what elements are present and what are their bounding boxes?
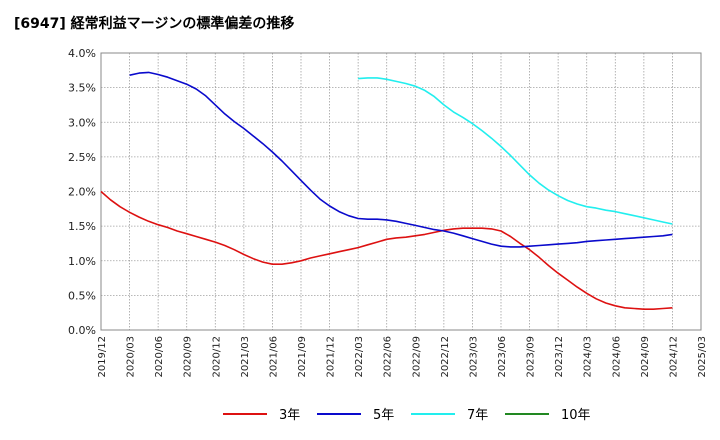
x-tick-label: 2022/06 xyxy=(383,336,394,378)
legend-swatch xyxy=(411,412,455,415)
y-tick-label: 2.5% xyxy=(68,151,96,164)
y-tick-labels: 0.0% 0.5% 1.0% 1.5% 2.0% 2.5% 3.0% 3.5% 4.0% xyxy=(68,47,96,337)
x-tick-label: 2024/09 xyxy=(640,336,651,378)
x-tick-label: 2023/03 xyxy=(468,336,479,378)
x-tick-label: 2025/03 xyxy=(697,336,708,378)
x-tick-label: 2022/03 xyxy=(354,336,365,378)
x-tick-label: 2024/06 xyxy=(611,336,622,378)
series-lines xyxy=(100,71,673,310)
y-tick-label: 0.0% xyxy=(68,324,96,337)
x-tick-label: 2023/06 xyxy=(497,336,508,378)
y-tick-label: 3.0% xyxy=(68,116,96,129)
x-tick-label: 2021/06 xyxy=(268,336,279,378)
x-tick-label: 2024/03 xyxy=(583,336,594,378)
x-tick-label: 2023/09 xyxy=(526,336,537,378)
legend-swatch xyxy=(505,412,549,415)
series-line-0 xyxy=(100,190,673,310)
legend-item-2: 7年 xyxy=(411,404,488,423)
grid-lines xyxy=(100,52,702,331)
y-tick-label: 2.0% xyxy=(68,186,96,199)
y-tick-label: 0.5% xyxy=(68,289,96,302)
x-tick-label: 2020/06 xyxy=(154,336,165,378)
legend-swatch xyxy=(223,412,267,415)
legend-label: 3年 xyxy=(279,408,301,423)
legend-label: 5年 xyxy=(373,408,395,423)
x-tick-label: 2020/09 xyxy=(183,336,194,378)
legend-item-0: 3年 xyxy=(223,404,300,423)
x-tick-label: 2022/09 xyxy=(411,336,422,378)
y-tick-label: 1.5% xyxy=(68,220,96,233)
chart-title: [6947] 経常利益マージンの標準偏差の推移 xyxy=(14,16,295,32)
legend-item-1: 5年 xyxy=(317,404,394,423)
y-tick-label: 1.0% xyxy=(68,255,96,268)
x-tick-label: 2021/03 xyxy=(240,336,251,378)
x-tick-label: 2019/12 xyxy=(97,336,108,378)
x-tick-labels: 2019/12 2020/03 2020/06 2020/09 2020/12 2021/… xyxy=(97,336,708,378)
legend: 3年 5年 7年 10年 xyxy=(0,400,720,430)
y-tick-label: 3.5% xyxy=(68,82,96,95)
legend-label: 7年 xyxy=(467,408,489,423)
x-tick-label: 2022/12 xyxy=(440,336,451,378)
series-line-1 xyxy=(129,71,673,248)
x-tick-label: 2021/09 xyxy=(297,336,308,378)
x-tick-label: 2023/12 xyxy=(554,336,565,378)
x-tick-label: 2021/12 xyxy=(326,336,337,378)
x-tick-label: 2024/12 xyxy=(668,336,679,378)
x-tick-label: 2020/03 xyxy=(126,336,137,378)
legend-swatch xyxy=(317,412,361,415)
legend-item-3: 10年 xyxy=(505,404,591,423)
y-tick-label: 4.0% xyxy=(68,47,96,60)
series-line-2 xyxy=(358,77,673,225)
legend-label: 10年 xyxy=(561,408,591,423)
x-tick-label: 2020/12 xyxy=(211,336,222,378)
